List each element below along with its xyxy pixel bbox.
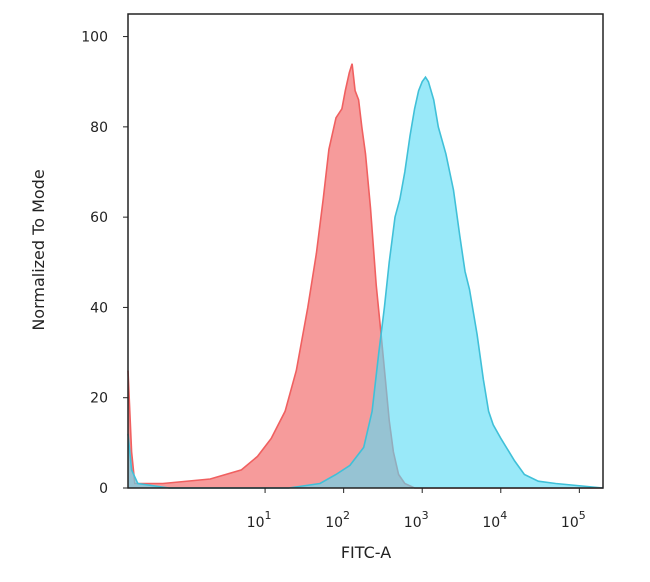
x-tick-label: 105: [561, 509, 586, 531]
x-tick-label: 103: [404, 509, 429, 531]
x-tick-exponent: 3: [422, 509, 429, 522]
y-tick-label: 80: [90, 120, 108, 136]
tick-layer: 0 20 40 60 80 100 101 102 103 104 105: [81, 30, 585, 531]
x-axis-title: FITC-A: [341, 543, 391, 562]
x-tick-exponent: 5: [579, 509, 586, 522]
y-axis-title: Normalized To Mode: [29, 169, 48, 330]
x-tick-label: 101: [247, 509, 272, 531]
y-tick-label: 60: [90, 210, 108, 226]
y-tick-label: 0: [99, 481, 108, 497]
x-tick-label: 102: [325, 509, 350, 531]
y-tick-label: 40: [90, 300, 108, 316]
y-tick-label: 100: [81, 30, 108, 46]
series-layer: [127, 63, 604, 489]
histogram-1-area: [128, 63, 603, 488]
histogram-2-outline: [127, 75, 604, 489]
x-tick-label: 104: [482, 509, 507, 531]
x-tick-exponent: 2: [343, 509, 350, 522]
plot-frame: [127, 13, 604, 489]
x-tick-exponent: 4: [500, 509, 507, 522]
y-tick-label: 20: [90, 391, 108, 407]
x-tick-exponent: 1: [264, 509, 271, 522]
